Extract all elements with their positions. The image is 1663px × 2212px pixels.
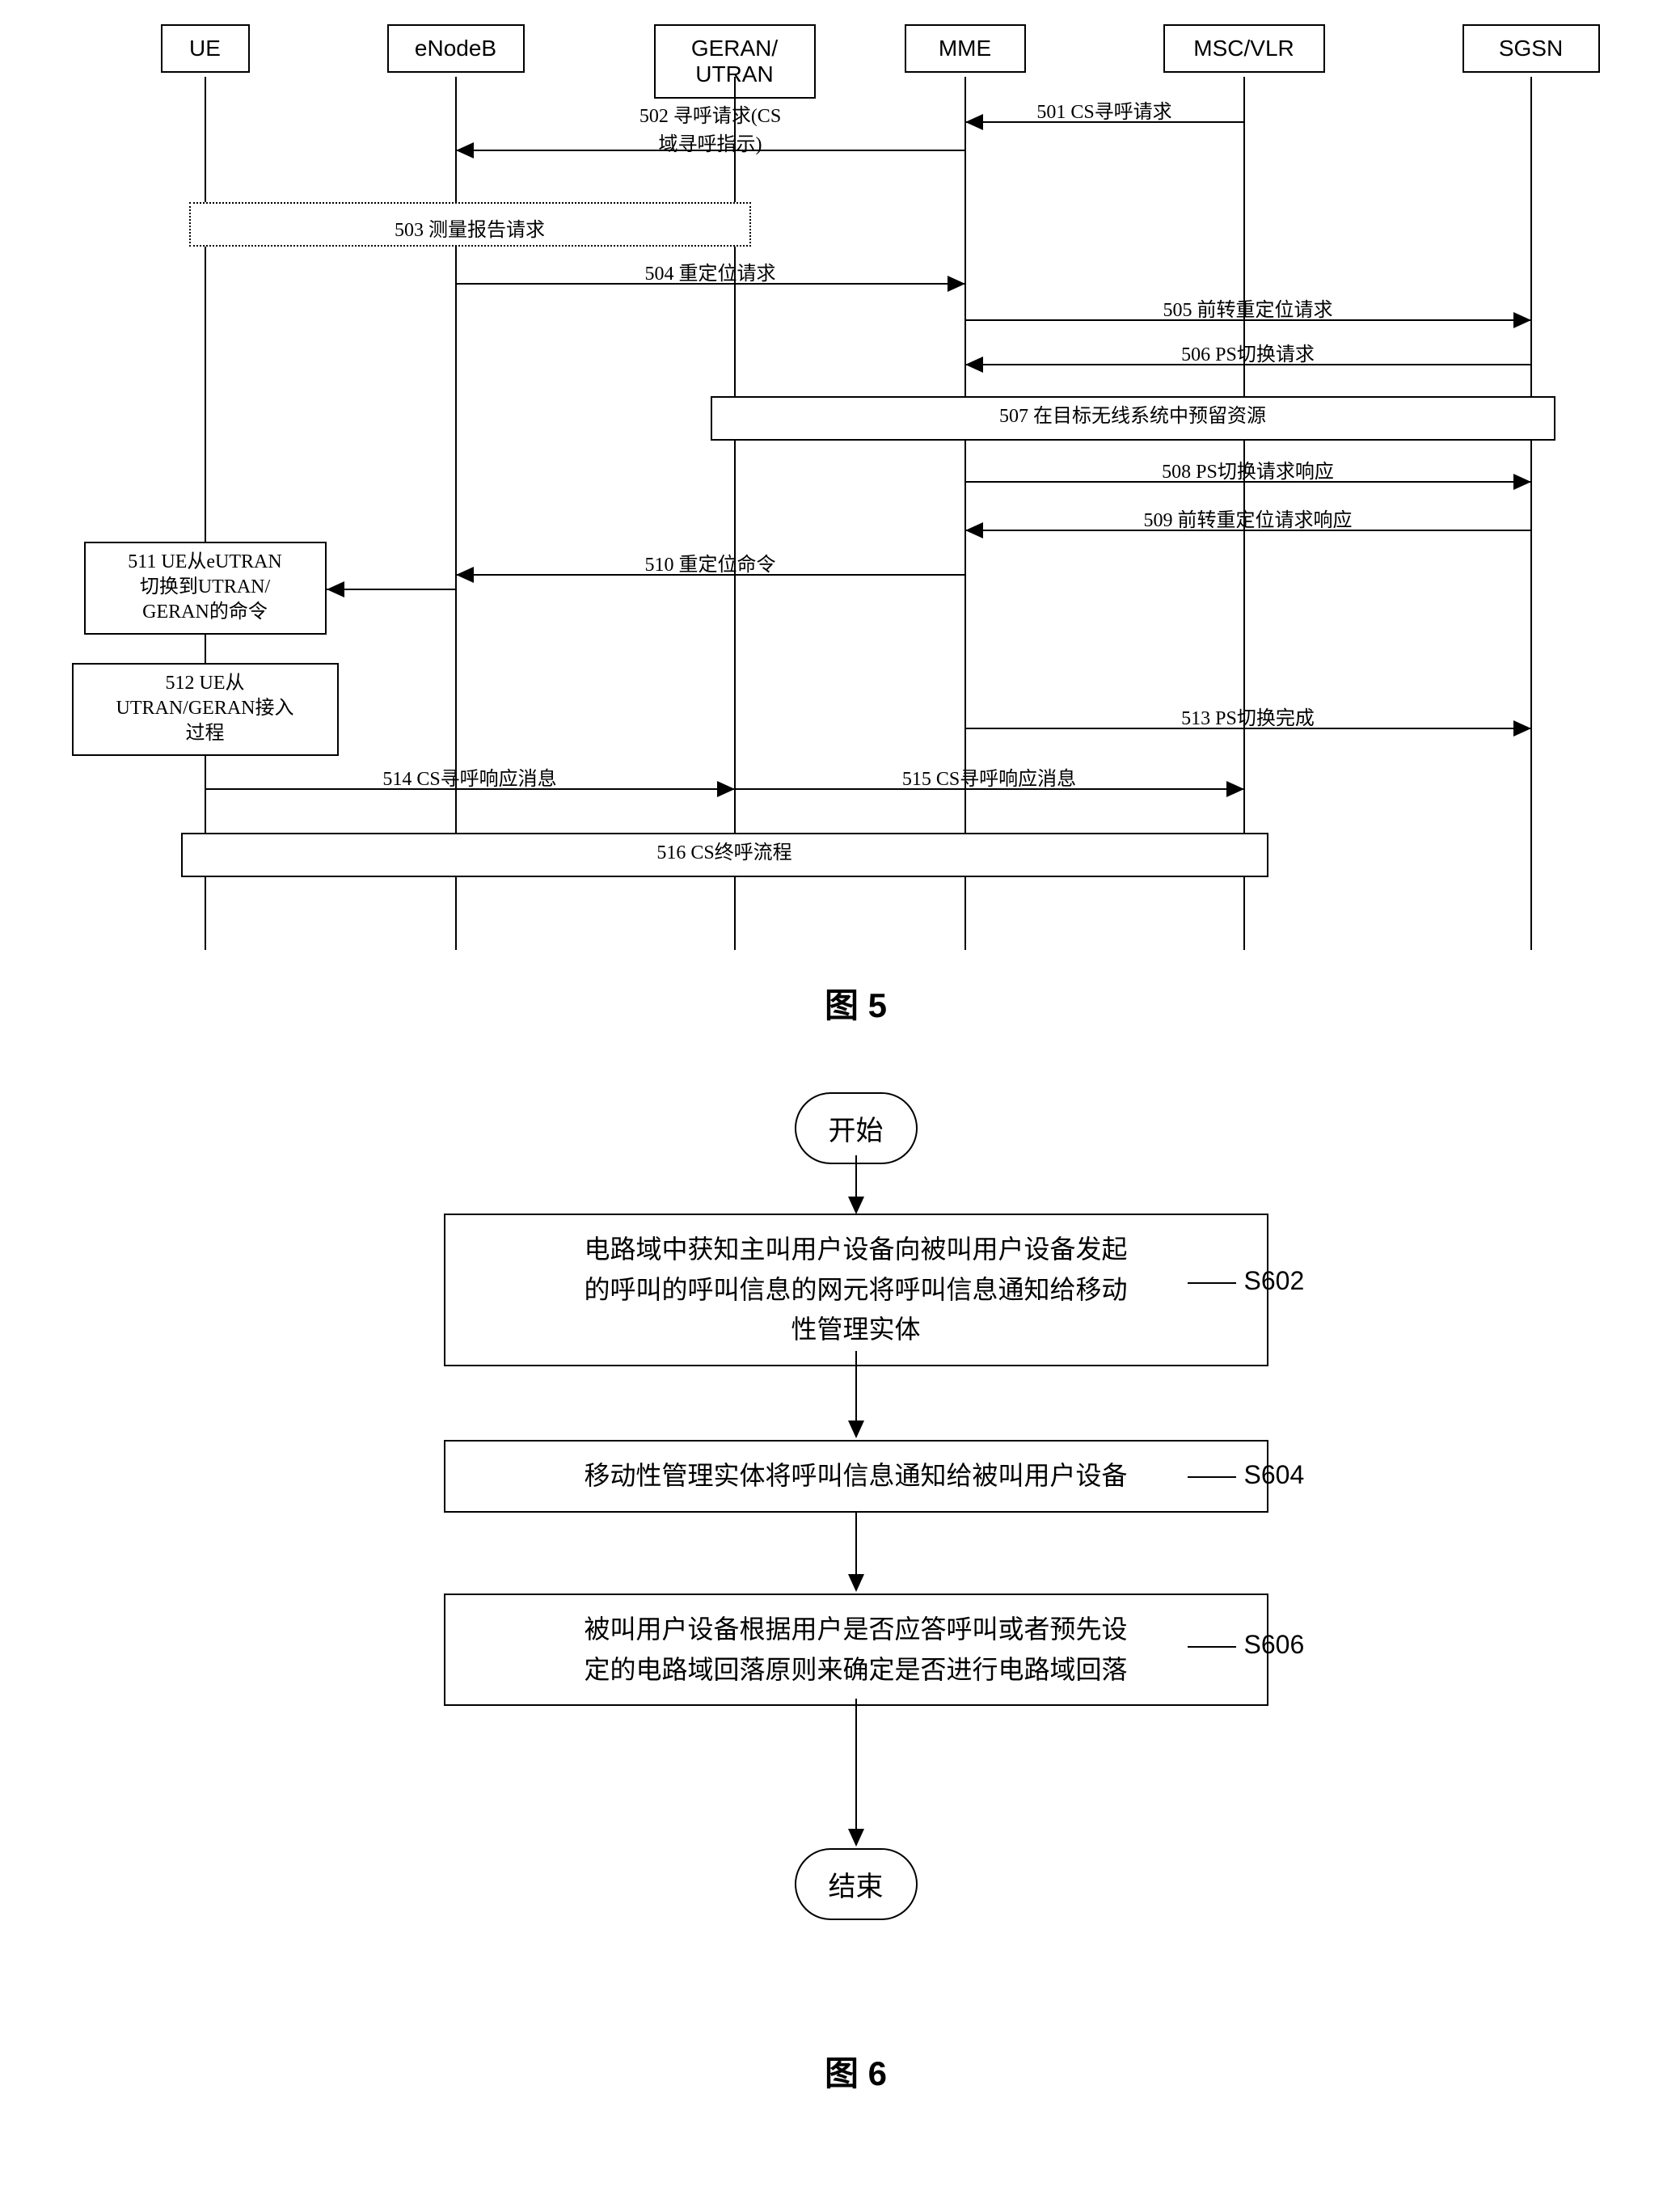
msg-m510-label: 510 重定位命令: [645, 548, 776, 576]
flow-step-s602: 电路域中获知主叫用户设备向被叫用户设备发起的呼叫的呼叫信息的网元将呼叫信息通知给…: [444, 1214, 1268, 1366]
participant-enb: eNodeB: [387, 24, 525, 73]
msg-m501-arrowhead: [965, 114, 983, 130]
flow-end: 结束: [795, 1848, 918, 1920]
msg-m504-label: 504 重定位请求: [645, 257, 776, 285]
msg-m515-label: 515 CS寻呼响应消息: [902, 762, 1076, 791]
msg-m510-arrowhead: [456, 567, 474, 583]
msg-m508-label: 508 PS切换请求响应: [1162, 455, 1334, 483]
msg-m509-arrowhead: [965, 522, 983, 538]
flow-arrowhead: [848, 1420, 864, 1438]
participant-mme: MME: [905, 24, 1026, 73]
msg-m504-arrowhead: [948, 276, 965, 292]
msg-m505-label: 505 前转重定位请求: [1163, 293, 1333, 322]
flow-label-s604: S604: [1244, 1460, 1305, 1490]
flow-label-s602: S602: [1244, 1266, 1305, 1296]
box-b507: 507 在目标无线系统中预留资源: [711, 396, 1555, 441]
flow-start: 开始: [795, 1092, 918, 1164]
flow-step-s604: 移动性管理实体将呼叫信息通知给被叫用户设备: [444, 1440, 1268, 1513]
box-b516: 516 CS终呼流程: [181, 833, 1268, 877]
participant-ue: UE: [161, 24, 250, 73]
box-b512: 512 UE从UTRAN/GERAN接入过程: [72, 663, 339, 756]
flow-label-s606-leader: [1188, 1646, 1236, 1648]
figure-5-caption: 图 5: [24, 978, 1663, 1028]
msg-m513-label: 513 PS切换完成: [1181, 702, 1315, 730]
participant-sgsn: SGSN: [1463, 24, 1600, 73]
msg-m514-label: 514 CS寻呼响应消息: [382, 762, 556, 791]
msg-m513-arrowhead: [1513, 720, 1531, 737]
flow-label-s602-leader: [1188, 1282, 1236, 1284]
flowchart-fig6: 开始电路域中获知主叫用户设备向被叫用户设备发起的呼叫的呼叫信息的网元将呼叫信息通…: [331, 1092, 1382, 2022]
msg-m509-label: 509 前转重定位请求响应: [1144, 504, 1353, 532]
flow-label-s604-leader: [1188, 1476, 1236, 1478]
msg-m501-label: 501 CS寻呼请求: [1036, 95, 1171, 124]
msg-m502-label: 502 寻呼请求(CS域寻呼指示): [639, 99, 781, 156]
msg-m506-arrowhead: [965, 357, 983, 373]
msg-m502-arrowhead: [456, 142, 474, 158]
box-b511-in-arrowhead: [327, 581, 344, 597]
flow-arrowhead: [848, 1574, 864, 1592]
participant-msc: MSC/VLR: [1163, 24, 1325, 73]
flow-step-s606: 被叫用户设备根据用户是否应答呼叫或者预先设定的电路域回落原则来确定是否进行电路域…: [444, 1594, 1268, 1706]
box-b511-in-line: [327, 589, 456, 590]
box-b503: 503 测量报告请求: [189, 202, 751, 247]
flow-label-s606: S606: [1244, 1630, 1305, 1660]
flow-connector: [855, 1513, 857, 1577]
msg-m515-arrowhead: [1226, 781, 1244, 797]
box-b511: 511 UE从eUTRAN切换到UTRAN/GERAN的命令: [84, 542, 327, 635]
flow-connector: [855, 1155, 857, 1200]
lifeline-sgsn: [1530, 77, 1532, 950]
flow-connector: [855, 1699, 857, 1832]
flow-arrowhead: [848, 1197, 864, 1214]
msg-m508-arrowhead: [1513, 474, 1531, 490]
sequence-diagram-fig5: UEeNodeBGERAN/UTRANMMEMSC/VLRSGSN501 CS寻…: [88, 24, 1624, 954]
msg-m505-arrowhead: [1513, 312, 1531, 328]
flow-connector: [855, 1351, 857, 1424]
msg-m514-arrowhead: [717, 781, 735, 797]
lifeline-mme: [964, 77, 966, 950]
msg-m506-label: 506 PS切换请求: [1181, 338, 1315, 366]
flow-arrowhead: [848, 1829, 864, 1847]
figure-6-caption: 图 6: [24, 2046, 1663, 2096]
